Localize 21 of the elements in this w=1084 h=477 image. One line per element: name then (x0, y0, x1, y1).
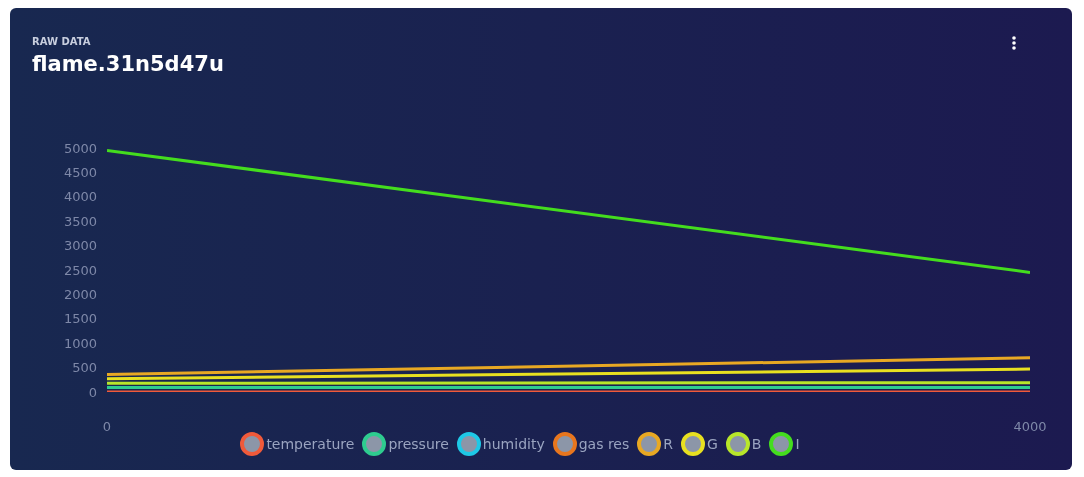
y-tick-label: 4000 (63, 189, 97, 205)
y-tick-label: 2500 (63, 262, 97, 278)
legend-label: humidity (482, 436, 545, 452)
y-tick-label: 2000 (63, 287, 97, 303)
legend-label: gas res (578, 436, 630, 452)
y-tick-label: 0 (88, 384, 97, 400)
y-tick-label: 1000 (63, 335, 97, 351)
y-tick-label: 500 (72, 360, 97, 376)
legend-label: pressure (388, 436, 449, 452)
legend-label: G (707, 436, 718, 452)
y-tick-label: 3000 (63, 238, 97, 254)
legend-label: R (663, 436, 673, 452)
legend-label: I (795, 436, 800, 452)
y-tick-label: 5000 (63, 140, 97, 156)
chart-subtitle: RAW DATA (32, 36, 91, 47)
legend-label: B (751, 436, 762, 452)
y-tick-label: 1500 (63, 311, 97, 327)
chart-title: flame.31n5d47u (32, 52, 224, 76)
y-tick-label: 4500 (63, 165, 97, 181)
y-tick-label: 3500 (63, 213, 97, 229)
legend-label: temperature (266, 436, 355, 452)
